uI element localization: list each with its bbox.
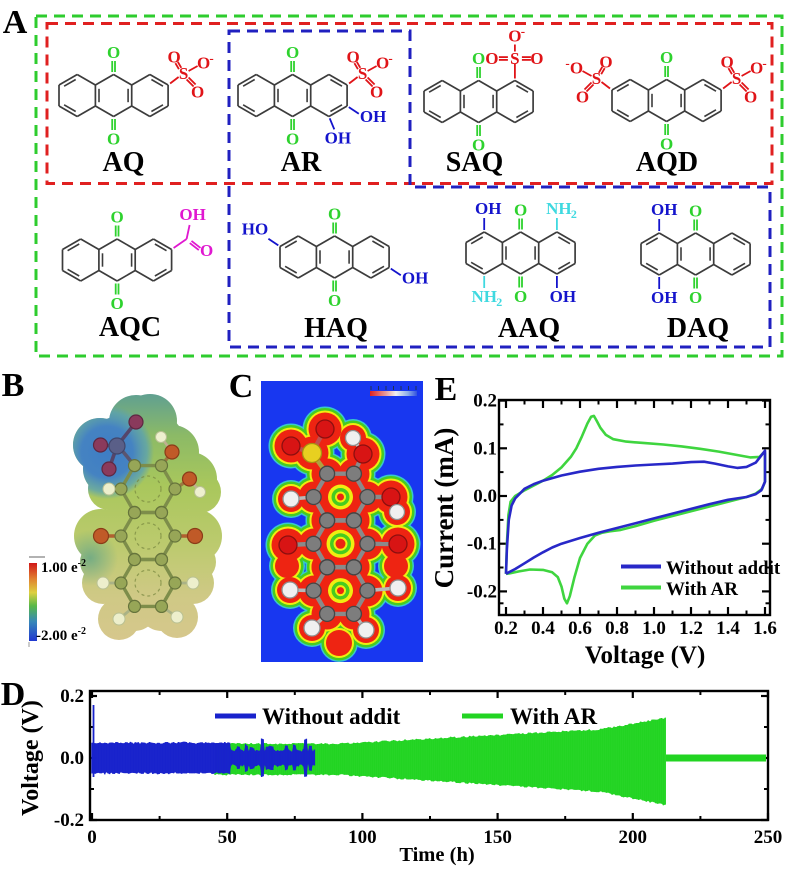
svg-text:Voltage (V): Voltage (V) bbox=[585, 642, 706, 669]
svg-text:250: 250 bbox=[754, 827, 783, 848]
svg-text:AQC: AQC bbox=[99, 312, 161, 343]
svg-text:-: - bbox=[209, 51, 213, 66]
svg-text:AQD: AQD bbox=[636, 147, 698, 178]
svg-text:O: O bbox=[576, 88, 589, 107]
svg-text:-0.1: -0.1 bbox=[467, 534, 497, 555]
svg-text:O: O bbox=[744, 88, 757, 107]
svg-text:Time (h): Time (h) bbox=[399, 844, 474, 866]
svg-text:1.2: 1.2 bbox=[679, 618, 703, 639]
svg-text:-0.2: -0.2 bbox=[467, 581, 497, 602]
svg-text:OH: OH bbox=[360, 107, 386, 126]
svg-text:OH: OH bbox=[475, 199, 501, 218]
svg-text:0.2: 0.2 bbox=[494, 618, 518, 639]
svg-text:Without addit: Without addit bbox=[666, 558, 781, 579]
svg-text:NH: NH bbox=[546, 199, 572, 218]
svg-text:O: O bbox=[530, 49, 543, 68]
svg-text:B: B bbox=[2, 367, 25, 404]
svg-text:-: - bbox=[388, 51, 392, 66]
svg-text:O: O bbox=[191, 83, 204, 102]
svg-text:0.0: 0.0 bbox=[60, 748, 84, 769]
svg-text:HAQ: HAQ bbox=[304, 313, 368, 344]
svg-text:O: O bbox=[485, 49, 498, 68]
svg-text:O: O bbox=[328, 291, 341, 310]
svg-text:O: O bbox=[200, 241, 213, 260]
svg-text:0.0: 0.0 bbox=[473, 486, 497, 507]
svg-text:O: O bbox=[570, 59, 583, 78]
svg-text:1.6: 1.6 bbox=[753, 618, 777, 639]
svg-text:-: - bbox=[762, 56, 766, 71]
svg-text:AAQ: AAQ bbox=[498, 313, 560, 344]
svg-text:OH: OH bbox=[179, 205, 205, 224]
svg-text:OH: OH bbox=[325, 129, 351, 148]
svg-text:100: 100 bbox=[348, 827, 377, 848]
svg-text:DAQ: DAQ bbox=[667, 313, 729, 344]
svg-text:A: A bbox=[3, 4, 28, 41]
svg-text:-: - bbox=[521, 24, 525, 39]
svg-text:With AR: With AR bbox=[666, 579, 738, 600]
svg-text:Without addit: Without addit bbox=[262, 704, 401, 729]
svg-text:O: O bbox=[107, 43, 120, 62]
svg-text:-0.2: -0.2 bbox=[54, 810, 84, 831]
svg-text:O: O bbox=[660, 48, 673, 67]
svg-text:0: 0 bbox=[87, 827, 97, 848]
svg-text:O: O bbox=[599, 53, 612, 72]
svg-text:2: 2 bbox=[496, 295, 502, 309]
svg-text:1.4: 1.4 bbox=[716, 618, 740, 639]
svg-text:O: O bbox=[508, 27, 521, 46]
svg-text:O: O bbox=[167, 48, 180, 67]
svg-text:O: O bbox=[376, 54, 389, 73]
svg-text:C: C bbox=[229, 368, 254, 405]
svg-text:O: O bbox=[750, 59, 763, 78]
svg-text:O: O bbox=[328, 205, 341, 224]
svg-text:0.6: 0.6 bbox=[568, 618, 592, 639]
svg-text:0.8: 0.8 bbox=[605, 618, 629, 639]
svg-text:1.0: 1.0 bbox=[642, 618, 666, 639]
svg-text:O: O bbox=[110, 294, 123, 313]
svg-text:O: O bbox=[110, 208, 123, 227]
svg-text:O: O bbox=[689, 288, 702, 307]
svg-text:-2.00 e-2: -2.00 e-2 bbox=[36, 626, 86, 644]
svg-text:E: E bbox=[435, 371, 458, 408]
svg-text:HO: HO bbox=[242, 220, 268, 239]
svg-text:O: O bbox=[107, 130, 120, 149]
svg-text:50: 50 bbox=[218, 827, 237, 848]
svg-text:Current (mA): Current (mA) bbox=[429, 428, 459, 589]
svg-text:O: O bbox=[472, 49, 485, 68]
svg-text:0.2: 0.2 bbox=[60, 686, 84, 707]
svg-text:NH: NH bbox=[471, 287, 497, 306]
svg-text:O: O bbox=[346, 48, 359, 67]
svg-text:0.2: 0.2 bbox=[473, 391, 497, 412]
svg-text:150: 150 bbox=[483, 827, 512, 848]
svg-text:O: O bbox=[286, 43, 299, 62]
svg-text:O: O bbox=[286, 130, 299, 149]
svg-text:O: O bbox=[514, 287, 527, 306]
svg-text:With AR: With AR bbox=[510, 704, 598, 729]
svg-text:0.1: 0.1 bbox=[473, 438, 497, 459]
svg-text:SAQ: SAQ bbox=[446, 147, 504, 178]
svg-text:OH: OH bbox=[402, 269, 428, 288]
svg-text:O: O bbox=[689, 202, 702, 221]
svg-text:AQ: AQ bbox=[103, 147, 145, 178]
svg-text:2: 2 bbox=[571, 207, 577, 221]
svg-text:200: 200 bbox=[619, 827, 648, 848]
svg-text:O: O bbox=[720, 53, 733, 72]
svg-text:OH: OH bbox=[550, 287, 576, 306]
svg-text:O: O bbox=[370, 83, 383, 102]
svg-text:1.00 e-2: 1.00 e-2 bbox=[41, 558, 86, 576]
svg-text:-: - bbox=[565, 56, 569, 71]
svg-text:O: O bbox=[197, 54, 210, 73]
svg-text:OH: OH bbox=[651, 200, 677, 219]
svg-text:AR: AR bbox=[281, 147, 322, 178]
svg-text:OH: OH bbox=[651, 288, 677, 307]
svg-text:O: O bbox=[514, 201, 527, 220]
svg-text:0.4: 0.4 bbox=[531, 618, 555, 639]
svg-text:S: S bbox=[510, 49, 519, 68]
svg-text:Voltage (V): Voltage (V) bbox=[18, 700, 44, 816]
